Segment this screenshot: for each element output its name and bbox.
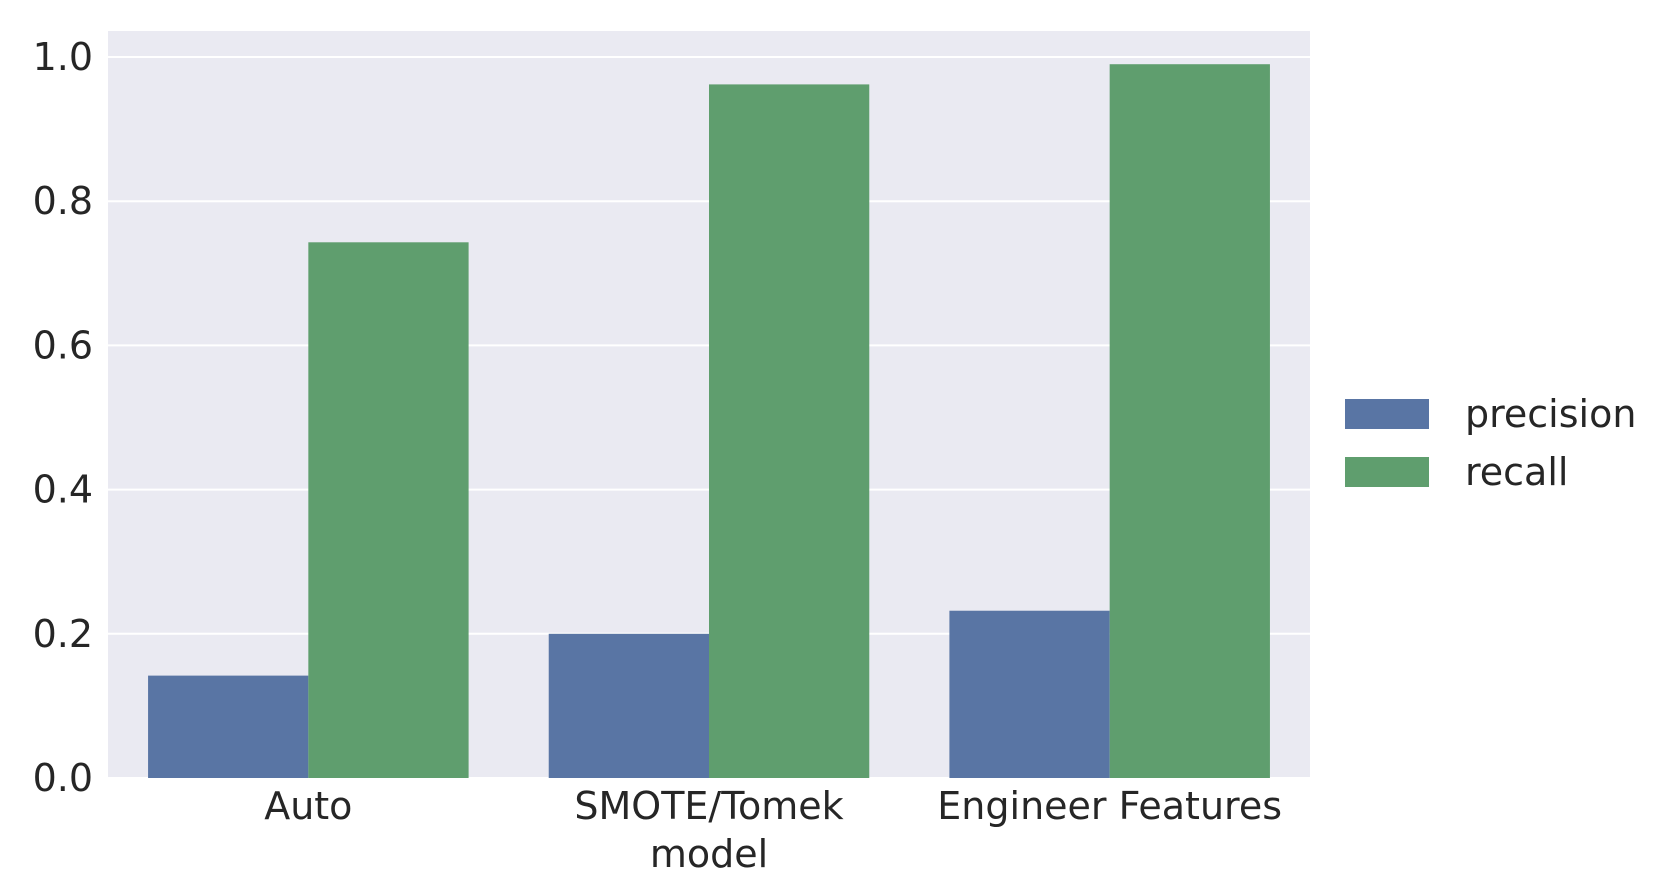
y-tick-label: 0.0 <box>33 756 93 800</box>
y-tick-label: 0.2 <box>33 612 93 656</box>
bar-recall <box>709 84 870 778</box>
legend-label-precision: precision <box>1465 392 1636 436</box>
y-tick-label: 1.0 <box>33 35 93 79</box>
legend-label-recall: recall <box>1465 450 1568 494</box>
y-tick-label: 0.8 <box>33 179 93 223</box>
bar-precision <box>148 675 309 778</box>
bar-precision <box>949 610 1110 778</box>
y-tick-label: 0.6 <box>33 323 93 367</box>
legend-swatch-recall <box>1345 457 1429 487</box>
x-tick-label: Auto <box>264 784 352 828</box>
legend: precision recall <box>1345 392 1636 494</box>
bars <box>148 64 1270 778</box>
x-tick-label: SMOTE/Tomek <box>574 784 843 828</box>
bar-recall <box>1109 64 1270 778</box>
x-axis-tick-labels: Auto SMOTE/Tomek Engineer Features <box>264 784 1282 828</box>
bar-recall <box>308 242 469 778</box>
x-tick-label: Engineer Features <box>937 784 1282 828</box>
bar-precision <box>548 633 709 778</box>
legend-swatch-precision <box>1345 399 1429 429</box>
x-axis-label: model <box>650 832 768 874</box>
y-tick-label: 0.4 <box>33 468 93 512</box>
y-axis-tick-labels: 0.0 0.2 0.4 0.6 0.8 1.0 <box>33 35 93 800</box>
